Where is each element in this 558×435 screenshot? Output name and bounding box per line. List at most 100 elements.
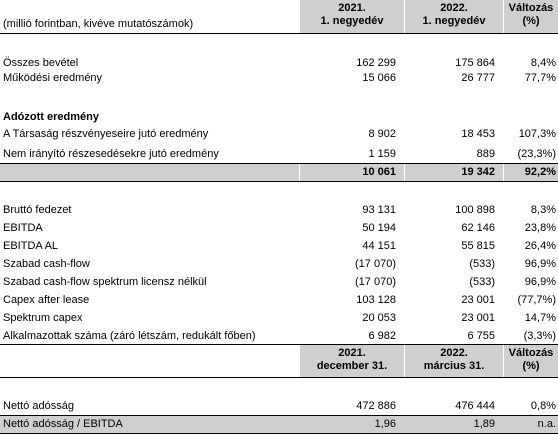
row-label: Működési eredmény <box>3 72 103 84</box>
row-value-2022: 100 898 <box>455 204 495 216</box>
header-col-2022q1: 2022. 1. negyedév <box>405 0 503 33</box>
table-row: EBITDA AL 44 151 55 815 26,4% <box>0 239 558 254</box>
row-label: Alkalmazottak száma (záró létszám, reduk… <box>3 330 256 342</box>
row-value-2021: 20 053 <box>362 312 396 324</box>
row-label: EBITDA AL <box>3 240 59 252</box>
header-col-change: Változás (%) <box>504 0 558 33</box>
header2-col-mar: 2022. március 31. <box>405 345 503 377</box>
header-col-2021q1: 2021. 1. negyedév <box>300 0 404 33</box>
row-change: 0,8% <box>530 400 556 412</box>
row-value-2022: 889 <box>476 148 495 160</box>
header2-rule-bottom <box>0 377 558 378</box>
row-change: 26,4% <box>524 240 556 252</box>
total-row: 10 061 19 342 92,2% <box>0 164 558 181</box>
row-label: Összes bevétel <box>3 57 79 69</box>
row-value-2022: 6 755 <box>467 330 495 342</box>
row-value-2021: 162 299 <box>356 57 396 69</box>
row-value-2022: (533) <box>469 258 495 270</box>
row-label: Szabad cash-flow <box>3 258 90 270</box>
table-row: Capex after lease 103 128 23 001 (77,7%) <box>0 293 558 308</box>
table-row: Szabad cash-flow spektrum licensz nélkül… <box>0 275 558 290</box>
row-label: A Társaság részvényeseire jutó eredmény <box>3 128 209 140</box>
table-row: Bruttó fedezet 93 131 100 898 8,3% <box>0 203 558 218</box>
table-row: A Társaság részvényeseire jutó eredmény … <box>0 127 558 142</box>
row-value-2022: 1,89 <box>473 418 495 430</box>
table-row: Működési eredmény 15 066 26 777 77,7% <box>0 71 558 86</box>
table-row: Spektrum capex 20 053 23 001 14,7% <box>0 311 558 326</box>
row-value-2021: 1 159 <box>368 148 396 160</box>
row-value-2022: 18 453 <box>461 128 495 140</box>
row-label: Nem irányító részesedésekre jutó eredmén… <box>3 148 219 160</box>
total-label-cell <box>0 164 299 181</box>
row-label: Szabad cash-flow spektrum licensz nélkül <box>3 276 207 288</box>
row-value-2021: (17 070) <box>355 258 396 270</box>
row-value-2022: 23 001 <box>461 312 495 324</box>
row-value-2022: 476 444 <box>455 400 495 412</box>
table-row: Nettó adósság 472 886 476 444 0,8% <box>0 399 558 414</box>
header2-col-mar-year: 2022. <box>440 347 468 359</box>
table-row: Nettó adósság / EBITDA 1,96 1,89 n.a. <box>0 416 558 433</box>
row-label: Bruttó fedezet <box>3 204 72 216</box>
row-value-2021: 1,96 <box>374 418 396 430</box>
header2-col-dec-date: december 31. <box>316 360 388 372</box>
header-col-change-title: Változás <box>508 2 554 14</box>
header-col-2021q1-year: 2021. <box>338 2 366 14</box>
table-row: EBITDA 50 194 62 146 23,8% <box>0 221 558 236</box>
header-col-2022q1-period: 1. negyedév <box>422 15 486 27</box>
table-row: Nem irányító részesedésekre jutó eredmén… <box>0 147 558 162</box>
row-change: (23,3%) <box>517 148 556 160</box>
row-label: EBITDA <box>3 222 43 234</box>
row-value-2022: 175 864 <box>455 57 495 69</box>
row-change: 96,9% <box>524 258 556 270</box>
header2-rule-top <box>0 344 558 345</box>
total-change: 92,2% <box>504 164 558 181</box>
total-rule-bottom <box>0 181 558 182</box>
row-value-2021: 6 982 <box>368 330 396 342</box>
row-change: (3,3%) <box>523 330 556 342</box>
row-value-2021: 472 886 <box>356 400 396 412</box>
header2-col-mar-date: március 31. <box>423 360 485 372</box>
header2-col-change-unit: (%) <box>522 360 540 372</box>
row-value-2021: 15 066 <box>362 72 396 84</box>
row-value-2021: 93 131 <box>362 204 396 216</box>
row-value-2021: 103 128 <box>356 294 396 306</box>
row-change: 23,8% <box>524 222 556 234</box>
bottom-rule <box>0 433 558 434</box>
row-change: 107,3% <box>518 128 556 140</box>
row-value-2021: 8 902 <box>368 128 396 140</box>
header-col-2022q1-year: 2022. <box>440 2 468 14</box>
header-col-change-unit: (%) <box>522 15 540 27</box>
header-row: (millió forintban, kivéve mutatószámok) … <box>0 0 558 33</box>
section-title: Adózott eredmény <box>3 111 99 123</box>
total-rule-top <box>0 163 558 164</box>
table-row: Szabad cash-flow (17 070) (533) 96,9% <box>0 257 558 272</box>
header-rule <box>0 33 558 34</box>
row-value-2022: 62 146 <box>461 222 495 234</box>
section-title-row: Adózott eredmény <box>0 110 558 125</box>
row-label: Capex after lease <box>3 294 90 306</box>
header-col-2021q1-period: 1. negyedév <box>320 15 384 27</box>
row-change: 14,7% <box>524 312 556 324</box>
row-label: Nettó adósság <box>3 400 74 412</box>
header2-col-change-title: Változás <box>508 347 554 359</box>
row-change: 8,3% <box>530 204 556 216</box>
row-value-2022: 55 815 <box>461 240 495 252</box>
row-change: n.a. <box>537 418 556 430</box>
table-row: Alkalmazottak száma (záró létszám, reduk… <box>0 329 558 344</box>
header2-col-change: Változás (%) <box>504 345 558 377</box>
row-label: Spektrum capex <box>3 312 83 324</box>
table-row: Összes bevétel 162 299 175 864 8,4% <box>0 56 558 71</box>
total-value-2021: 10 061 <box>300 164 404 181</box>
row-value-2021: 44 151 <box>362 240 396 252</box>
row-change: 96,9% <box>524 276 556 288</box>
row-change: 8,4% <box>530 57 556 69</box>
header2-col-dec-year: 2021. <box>338 347 366 359</box>
row-change: (77,7%) <box>517 294 556 306</box>
row-value-2021: (17 070) <box>355 276 396 288</box>
header2-row: 2021. december 31. 2022. március 31. Vál… <box>0 345 558 377</box>
header2-col-dec: 2021. december 31. <box>300 345 404 377</box>
row-value-2022: (533) <box>469 276 495 288</box>
row-label: Nettó adósság / EBITDA <box>3 418 123 430</box>
row-value-2022: 26 777 <box>461 72 495 84</box>
